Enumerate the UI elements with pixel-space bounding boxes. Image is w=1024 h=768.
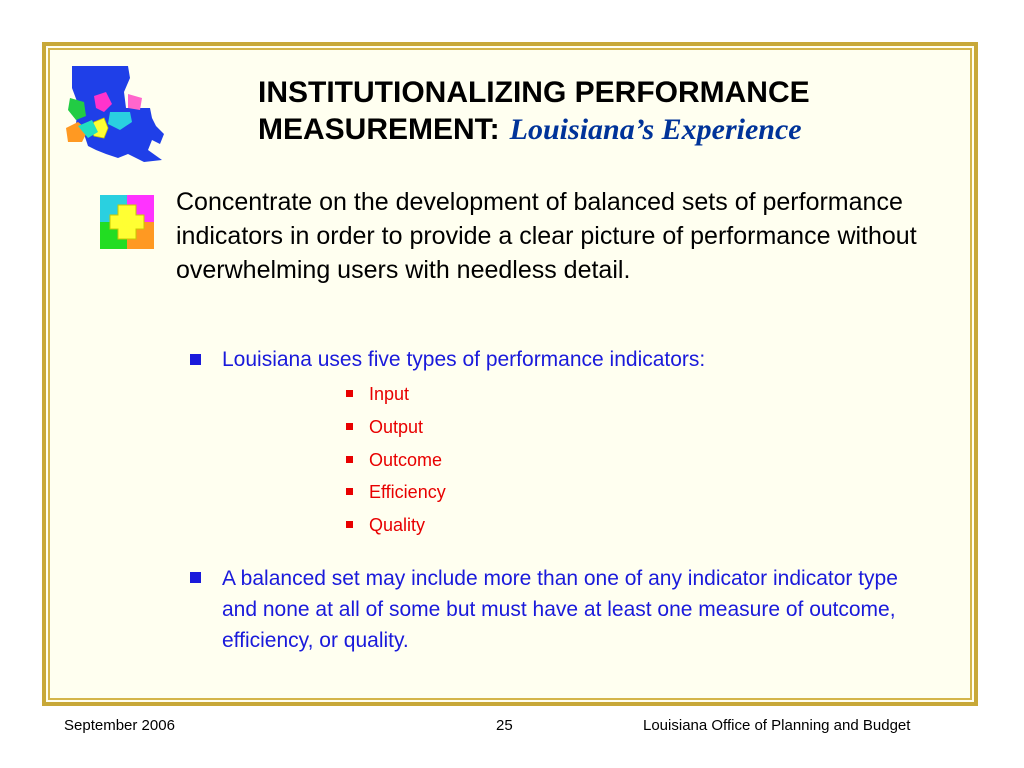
slide-title: INSTITUTIONALIZING PERFORMANCE MEASUREME…	[258, 74, 938, 148]
indicator-type: Quality	[369, 515, 426, 536]
square-bullet-icon	[346, 422, 353, 430]
square-bullet-icon	[190, 572, 201, 583]
footer-organization: Louisiana Office of Planning and Budget	[643, 717, 911, 734]
indicator-type: Outcome	[369, 449, 443, 470]
square-bullet-icon	[346, 488, 353, 496]
square-bullet-icon	[346, 521, 353, 529]
footer-date: September 2006	[64, 717, 175, 734]
indicator-types-list: Input Output Outcome Efficiency Quality	[344, 380, 446, 544]
footer-page-number: 25	[496, 717, 513, 734]
title-main: INSTITUTIONALIZING PERFORMANCE MEASUREME…	[258, 76, 810, 146]
list-item: Input	[344, 380, 446, 413]
square-bullet-icon	[346, 455, 353, 463]
indicator-type: Input	[369, 384, 410, 404]
square-bullet-icon	[346, 390, 353, 397]
louisiana-puzzle-map-logo	[66, 66, 164, 162]
slide-frame	[42, 42, 978, 706]
bullet-balanced-set: A balanced set may include more than one…	[190, 563, 930, 656]
indicator-type: Output	[369, 416, 424, 437]
list-item: Output	[344, 413, 446, 446]
bullet-indicator-types: Louisiana uses five types of performance…	[190, 346, 930, 374]
square-bullet-icon	[190, 354, 201, 365]
bullet-text: A balanced set may include more than one…	[222, 567, 898, 652]
lead-paragraph: Concentrate on the development of balanc…	[176, 188, 917, 284]
list-item: Efficiency	[344, 478, 446, 511]
title-subtitle: Louisiana’s Experience	[509, 113, 802, 146]
bullet-text: Louisiana uses five types of performance…	[222, 348, 706, 371]
indicator-type: Efficiency	[369, 482, 446, 503]
list-item: Outcome	[344, 446, 446, 479]
puzzle-pieces-icon	[100, 195, 154, 249]
list-item: Quality	[344, 511, 446, 544]
